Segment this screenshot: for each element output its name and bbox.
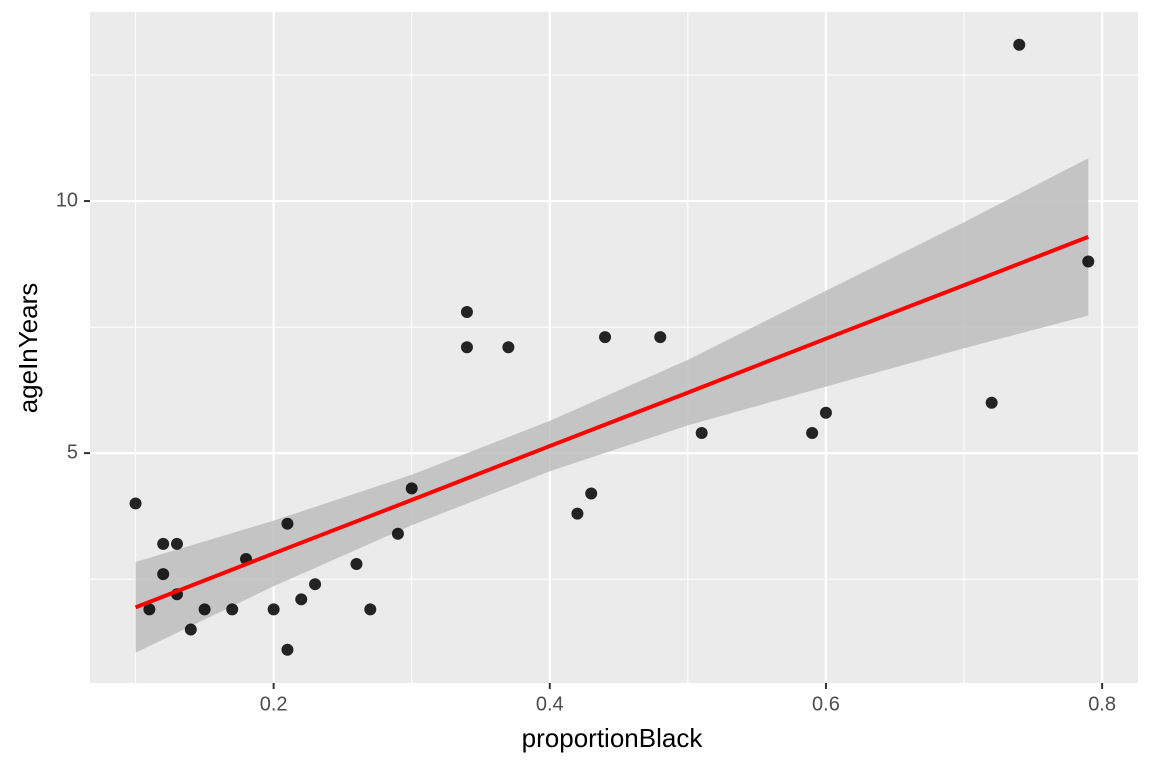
- point: [405, 482, 418, 495]
- point: [129, 497, 142, 510]
- point: [143, 603, 156, 616]
- point: [157, 568, 170, 581]
- point: [654, 331, 667, 344]
- point: [585, 487, 598, 500]
- point: [267, 603, 280, 616]
- point: [985, 396, 998, 409]
- point: [350, 558, 363, 571]
- confidence-band: [135, 158, 1089, 653]
- x-tick-label: 0.2: [260, 693, 288, 715]
- x-axis-title: proportionBlack: [522, 723, 704, 753]
- point: [184, 623, 197, 636]
- point: [364, 603, 377, 616]
- point: [295, 593, 308, 606]
- x-tick-label: 0.6: [812, 693, 840, 715]
- y-tick-label: 5: [67, 441, 78, 463]
- point: [281, 517, 294, 530]
- point: [391, 527, 404, 540]
- point: [198, 603, 211, 616]
- y-axis-title: ageInYears: [13, 283, 43, 414]
- point: [170, 537, 183, 550]
- point: [599, 331, 612, 344]
- point: [309, 578, 322, 591]
- point: [571, 507, 584, 520]
- x-tick-label: 0.4: [536, 693, 564, 715]
- x-tick-label: 0.8: [1088, 693, 1116, 715]
- point: [1082, 255, 1095, 268]
- point: [460, 341, 473, 354]
- point: [281, 643, 294, 656]
- point: [806, 426, 819, 439]
- point: [226, 603, 239, 616]
- point: [1013, 38, 1026, 51]
- point: [819, 406, 832, 419]
- point: [695, 426, 708, 439]
- point: [460, 305, 473, 318]
- point: [157, 537, 170, 550]
- point: [502, 341, 515, 354]
- y-tick-label: 10: [56, 189, 78, 211]
- fit-line: [134, 234, 1090, 610]
